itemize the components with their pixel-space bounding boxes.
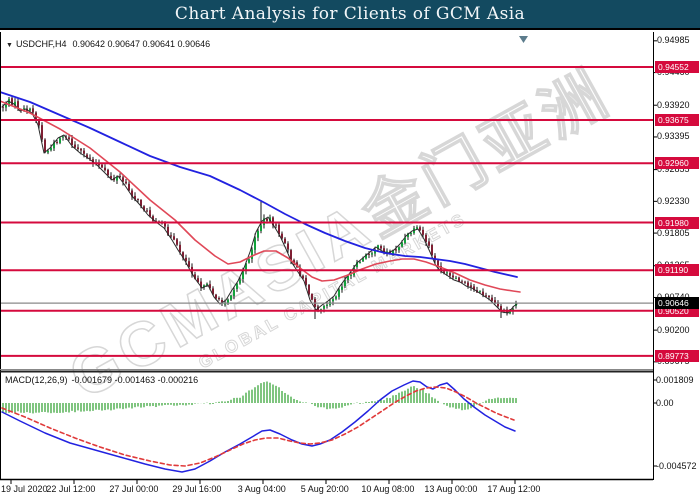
time-axis-label: 19 Jul 2020 bbox=[1, 484, 48, 494]
sr-price-badge: 0.91190 bbox=[655, 264, 699, 277]
price-axis-label: 0.90200 bbox=[657, 324, 690, 335]
time-axis-label: 5 Aug 20:00 bbox=[300, 484, 349, 494]
macd-values: -0.001679 -0.001463 -0.000216 bbox=[71, 375, 199, 385]
current-price-badge: 0.90646 bbox=[655, 297, 699, 310]
sr-price-badge: 0.93675 bbox=[655, 114, 699, 127]
sr-price-badge: 0.89773 bbox=[655, 349, 699, 362]
price-axis-label: 0.93395 bbox=[657, 131, 690, 142]
price-axis-label: 0.92330 bbox=[657, 195, 690, 206]
sr-lines bbox=[1, 66, 653, 357]
price-axis-label: 0.94985 bbox=[657, 35, 690, 46]
price-axis-label: 0.91805 bbox=[657, 227, 690, 238]
ma-fast-line bbox=[1, 100, 518, 314]
macd-signal-line bbox=[1, 386, 515, 467]
time-axis-label: 10 Aug 08:00 bbox=[361, 484, 415, 494]
macd-name: MACD(12,26,9) bbox=[5, 375, 68, 385]
sr-price-badge: 0.92960 bbox=[655, 157, 699, 170]
svg-text:GCMASIA金门亚洲: GCMASIA金门亚洲 bbox=[58, 58, 622, 413]
time-axis-label: 22 Jul 12:00 bbox=[46, 484, 96, 494]
ma-slow-line bbox=[0, 91, 518, 278]
quote-ohlc-values: 0.90642 0.90647 0.90641 0.90646 bbox=[72, 39, 211, 49]
sr-price-badge: 0.94552 bbox=[655, 61, 699, 73]
symbol-dropdown-icon[interactable]: ▼ bbox=[6, 42, 13, 49]
chart-shift-marker bbox=[519, 36, 528, 43]
price-axis-label: 0.90740 bbox=[657, 292, 700, 303]
macd-histogram bbox=[2, 381, 517, 414]
symbol-timeframe-label: USDCHF,H4 bbox=[15, 39, 67, 49]
axis-ticks bbox=[10, 40, 657, 484]
title-bar: Chart Analysis for Clients of GCM Asia bbox=[0, 0, 700, 30]
time-axis-label: 3 Aug 04:00 bbox=[237, 484, 286, 494]
sr-price-badge: 0.91980 bbox=[655, 216, 699, 229]
macd-line bbox=[1, 380, 516, 473]
macd-axis-label: -0.004572 bbox=[656, 460, 697, 471]
macd-indicator-label: MACD(12,26,9) -0.001679 -0.001463 -0.0002… bbox=[5, 375, 198, 385]
page-title: Chart Analysis for Clients of GCM Asia bbox=[174, 4, 526, 24]
pane-borders bbox=[0, 32, 654, 481]
macd-axis-label: 0.00 bbox=[656, 397, 674, 408]
macd-axis-label: 0.001809 bbox=[656, 374, 694, 385]
time-axis-label: 29 Jul 16:00 bbox=[172, 484, 222, 494]
price-axis-label: 0.93920 bbox=[657, 99, 690, 110]
time-axis-label: 13 Aug 00:00 bbox=[424, 484, 478, 494]
symbol-quote-row: ▼ USDCHF,H4 0.90642 0.90647 0.90641 0.9064… bbox=[6, 39, 210, 49]
time-axis-label: 17 Aug 12:00 bbox=[487, 484, 541, 494]
time-axis-label: 27 Jul 00:00 bbox=[109, 484, 159, 494]
